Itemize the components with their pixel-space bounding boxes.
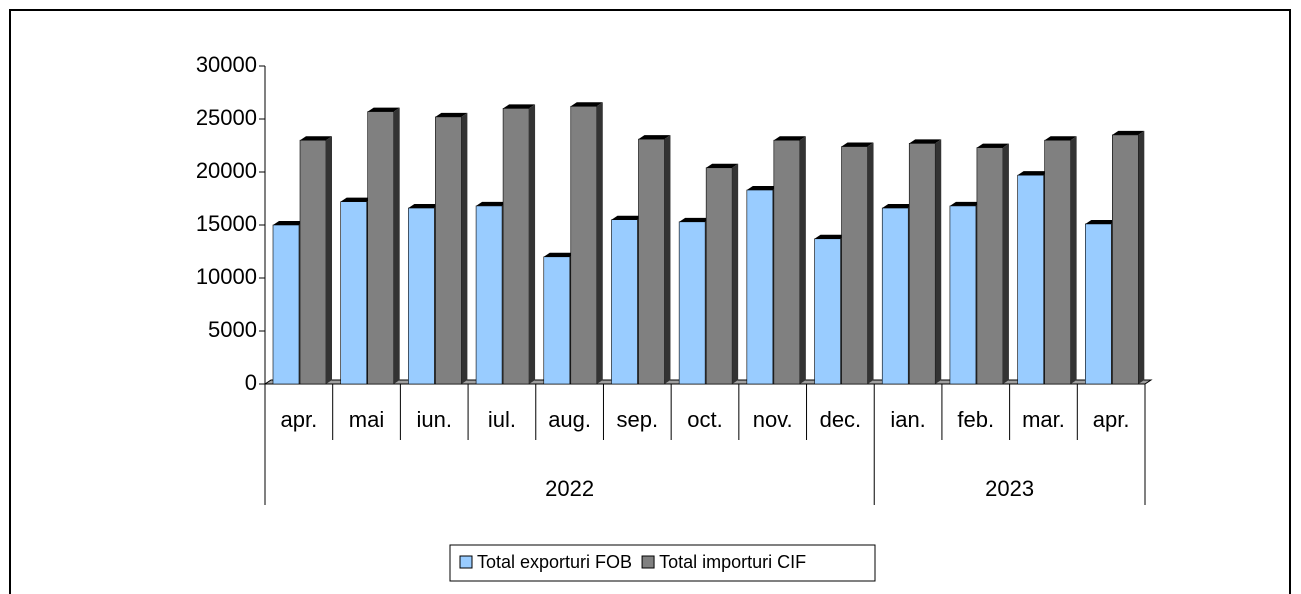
bar-top [435,112,468,117]
group-label: 2022 [545,476,594,501]
x-tick-label: ian. [890,407,925,432]
bar [272,224,300,385]
bar-top [909,139,942,144]
legend-label: Total importuri CIF [659,552,806,572]
x-tick-label: apr. [1093,407,1130,432]
bar-top [300,136,332,141]
bar [299,139,327,385]
bar-side [596,102,603,384]
bar [638,138,665,385]
bar-side [529,104,536,385]
y-tick-label: 25000 [196,105,257,130]
bar-top [638,135,671,140]
bar [570,105,598,385]
bar-side [1138,130,1145,384]
bar-top [1085,219,1118,224]
bar [678,221,706,385]
bar [367,111,394,385]
bar-top [814,234,847,239]
bar-top [679,217,712,222]
bar [1085,223,1112,385]
bar [949,205,977,385]
bar [746,189,774,385]
legend-swatch [641,555,655,569]
y-tick-label: 5000 [208,317,257,342]
bar-top [746,186,779,191]
bar [976,147,1004,385]
y-tick-label: 30000 [196,52,257,77]
bar-side [732,163,739,384]
bar-top [367,107,400,112]
bar-side [393,107,400,384]
x-tick-label: aug. [548,407,591,432]
x-tick-label: apr. [280,407,317,432]
bar [543,256,571,385]
bar [841,146,868,385]
x-tick-label: nov. [753,407,793,432]
bar-top [1017,171,1050,176]
bar-top [949,201,982,206]
bar [814,238,841,385]
bar [881,207,909,385]
bar-top [882,204,915,209]
bar-top [841,142,874,147]
bar-top [611,215,644,220]
bar-top [706,163,739,168]
bar [475,205,503,385]
bar-side [326,136,332,384]
legend-label: Total exporturi FOB [477,552,632,572]
bar-top [408,204,441,209]
x-tick-label: iul. [488,407,516,432]
group-label: 2023 [985,476,1034,501]
bar [908,143,936,385]
bar [1017,174,1044,385]
bar [1112,134,1139,385]
bar-side [664,135,671,384]
y-tick-label: 15000 [196,211,257,236]
bar [435,116,462,385]
bar [1044,139,1071,385]
bar-top [340,197,373,202]
x-tick-label: oct. [687,407,722,432]
bar-side [1002,143,1009,384]
bar-top [273,221,305,225]
bar-top [503,104,536,109]
bar-top [773,136,806,141]
bar-top [476,201,509,206]
bar [408,207,435,385]
bar [611,219,638,385]
bar-top [1044,136,1077,141]
bar-top [543,252,576,257]
x-tick-label: feb. [957,407,994,432]
bar-side [461,112,468,384]
bar-side [799,136,806,384]
bar [340,201,367,385]
x-tick-label: mar. [1022,407,1065,432]
bar-top [570,102,603,107]
bar [502,108,530,385]
bar-top [1112,130,1145,135]
bar-side [867,142,874,384]
bar-top [976,143,1009,148]
y-tick-label: 0 [245,370,257,395]
y-tick-label: 20000 [196,158,257,183]
bar-side [1070,136,1077,384]
x-tick-label: mai [349,407,384,432]
bar [773,139,801,385]
x-tick-label: iun. [416,407,451,432]
x-tick-label: dec. [820,407,862,432]
y-tick-label: 10000 [196,264,257,289]
legend-swatch [459,555,473,569]
x-tick-label: sep. [617,407,659,432]
bar [705,167,733,385]
legend-box [449,544,876,582]
bar-side [935,139,942,384]
